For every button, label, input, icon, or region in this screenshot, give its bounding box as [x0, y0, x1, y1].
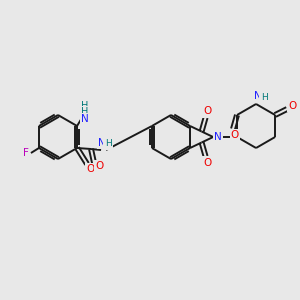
Text: O: O [203, 106, 212, 116]
Text: N: N [254, 91, 262, 101]
Text: F: F [23, 148, 29, 158]
Text: H: H [81, 107, 89, 117]
Text: O: O [288, 101, 296, 111]
Text: N: N [81, 114, 89, 124]
Text: N: N [98, 138, 106, 148]
Text: O: O [203, 158, 212, 167]
Text: H: H [105, 140, 111, 148]
Text: O: O [95, 161, 103, 171]
Text: H: H [261, 92, 267, 101]
Text: O: O [86, 164, 94, 174]
Text: H: H [81, 101, 89, 111]
Text: N: N [214, 132, 222, 142]
Text: O: O [231, 130, 239, 140]
